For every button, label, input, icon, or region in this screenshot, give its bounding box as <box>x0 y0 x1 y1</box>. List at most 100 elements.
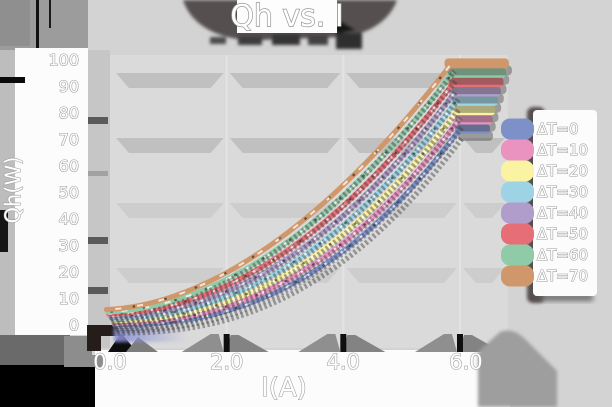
legend-label: ΔT=20 <box>537 162 588 180</box>
gridline-shadow-band <box>346 73 457 88</box>
gridline-shadow-band <box>116 203 224 218</box>
ribbon-highlight-dashes <box>107 72 454 313</box>
series-end-cap <box>453 114 493 125</box>
legend-item[interactable]: ΔT=10 <box>501 139 589 161</box>
x-tick-labels: 0.0 2.0 4.0 6.0 <box>93 349 483 374</box>
legend-item[interactable]: ΔT=0 <box>501 118 579 140</box>
legend-item[interactable]: ΔT=20 <box>501 160 589 182</box>
series-t-70-shadow <box>109 69 457 321</box>
y-axis-title-shadow <box>0 210 8 252</box>
legend-label: ΔT=30 <box>537 183 588 201</box>
y-tick-label: 10 <box>59 289 79 308</box>
bottom-left-gray-block <box>0 335 70 367</box>
ribbon-highlight-dashes <box>109 90 456 318</box>
tick-mark-shadow <box>414 334 457 352</box>
legend-label: ΔT=70 <box>537 267 588 285</box>
tick-mark <box>456 334 463 352</box>
legend-item[interactable]: ΔT=40 <box>501 202 589 224</box>
series-end-cap <box>455 123 490 134</box>
chart-title: Qh vs. I <box>230 0 343 34</box>
series-t-40-shadow <box>112 97 461 327</box>
series-end-cap <box>446 67 507 78</box>
x-tick-label: 0.0 <box>93 350 126 374</box>
y-tick-label: 100 <box>48 51 79 70</box>
tick-mark-shadow <box>181 334 224 352</box>
series-end-cap <box>452 105 496 116</box>
bottom-right-shadow-blob <box>478 330 557 407</box>
legend-swatch <box>501 202 534 224</box>
series-t-20-shadow <box>115 116 463 332</box>
y-tick-label: 80 <box>59 104 79 123</box>
legend-swatch <box>501 223 534 245</box>
series-t-60-shadow <box>110 79 458 323</box>
series-end-cap <box>447 77 504 88</box>
x-tick-label: 6.0 <box>449 350 482 374</box>
tick-mark-shadow <box>298 334 341 352</box>
y-label-strip <box>15 48 88 335</box>
series-end-cap <box>449 86 501 97</box>
y-tick-label: 60 <box>59 157 79 176</box>
title-box <box>237 0 337 33</box>
legend-label: ΔT=0 <box>537 120 579 138</box>
legend-item[interactable]: ΔT=30 <box>501 181 589 203</box>
series-t-30-curve <box>108 98 459 321</box>
x-label-strip <box>95 350 510 407</box>
legend: ΔT=0 ΔT=10 ΔT=20 ΔT=30 ΔT=40 ΔT=50 ΔT=60 ΔT=70 <box>501 107 597 303</box>
series-t-30-shadow <box>114 107 462 330</box>
series-curves <box>103 58 512 336</box>
y-tick-label: 40 <box>59 210 79 229</box>
axis-origin-corner <box>64 325 158 367</box>
series-t-50-shadow <box>111 88 460 325</box>
legend-label: ΔT=10 <box>537 141 588 159</box>
gridline-shadow-band <box>346 268 457 283</box>
legend-item[interactable]: ΔT=70 <box>501 265 589 287</box>
tick-mark <box>340 334 347 352</box>
left-margin-column <box>0 50 15 335</box>
gridline-shadow-band <box>462 138 505 153</box>
bottom-left-black-block <box>0 365 95 407</box>
ribbon-shadow-dashes <box>113 118 460 324</box>
y-axis-title: Qh(W) <box>1 157 25 224</box>
tick-shadow-artifact <box>0 77 25 83</box>
y-tick-labels: 0 10 20 30 40 50 60 70 80 90 100 <box>48 50 80 335</box>
y-tick-label: 70 <box>59 130 79 149</box>
x-axis-title: I(A) <box>261 373 307 403</box>
tick-mark <box>223 334 230 352</box>
legend-label: ΔT=40 <box>537 204 588 222</box>
x-tick-label: 4.0 <box>327 350 360 374</box>
ribbon-highlight-dashes <box>114 128 461 326</box>
legend-box <box>533 110 597 296</box>
gridline-shadow-band <box>116 138 224 153</box>
legend-label: ΔT=50 <box>537 225 588 243</box>
gridline-shadow-band <box>462 268 505 283</box>
legend-swatch <box>501 244 534 266</box>
gridline-shadow-band <box>116 73 224 88</box>
y-tick-label: 0 <box>69 316 79 335</box>
gridline-shadow-band <box>462 203 505 218</box>
y-tick-label: 20 <box>59 263 79 282</box>
x-tick-marks <box>181 334 502 352</box>
legend-item[interactable]: ΔT=50 <box>501 223 589 245</box>
gridline-shadow-bands <box>116 73 505 283</box>
curve-shadow-smudge <box>114 327 186 342</box>
legend-swatch <box>501 118 534 140</box>
ribbon-shadow-dashes <box>106 62 453 311</box>
legend-swatch <box>501 181 534 203</box>
tick-mark-shadow <box>225 335 269 352</box>
legend-swatch <box>501 160 534 182</box>
axis-side-wall <box>88 50 110 348</box>
series-t-50-curve <box>106 79 457 317</box>
y-tick-label: 30 <box>59 236 79 255</box>
legend-swatch <box>501 139 534 161</box>
y-tick-label: 90 <box>59 77 79 96</box>
x-tick-label: 2.0 <box>210 350 243 374</box>
legend-bottom-shadow <box>541 294 593 301</box>
ribbon-highlight-dashes <box>112 109 459 322</box>
y-tick-label: 50 <box>59 183 79 202</box>
series-end-cap <box>450 95 499 106</box>
series-end-cap <box>444 58 509 69</box>
legend-item[interactable]: ΔT=60 <box>501 244 589 266</box>
tick-mark-shadow <box>342 335 386 352</box>
